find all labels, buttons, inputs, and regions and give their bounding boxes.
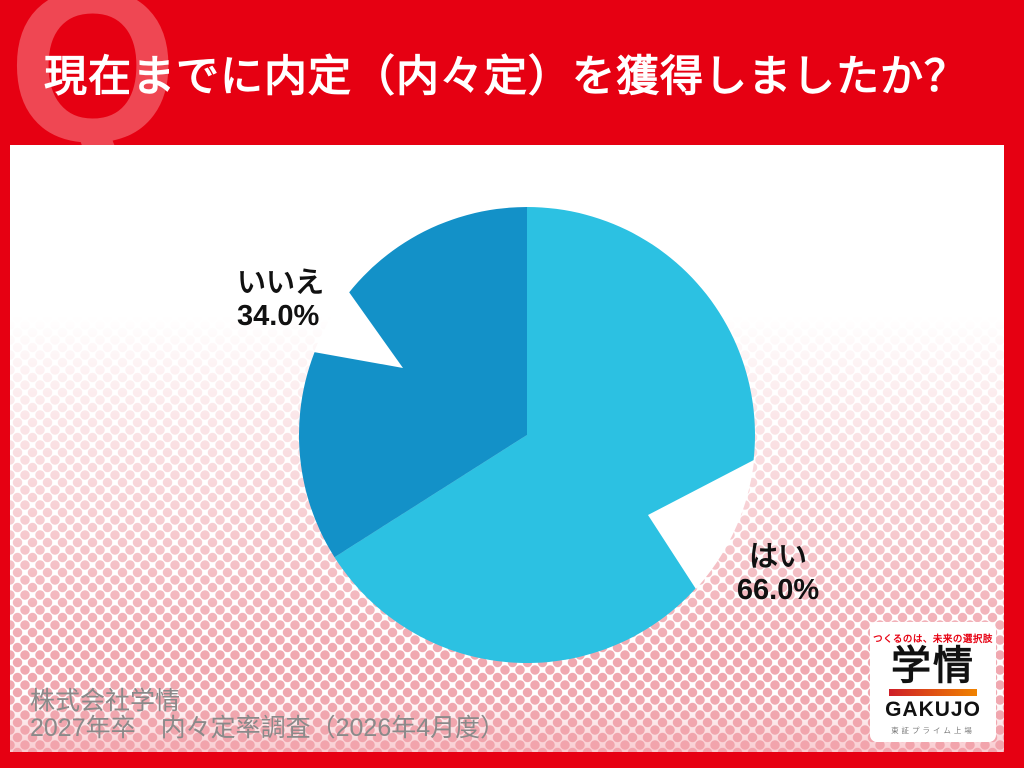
pie-label-yes-name: はい bbox=[748, 541, 807, 573]
pie-slice-no bbox=[298, 207, 527, 558]
q-watermark-letter: Q bbox=[8, 0, 178, 145]
pie-label-no: いいえ 34.0% bbox=[237, 267, 324, 333]
logo-listing-label: 東証プライム上場 bbox=[891, 726, 975, 736]
logo-kanji: 学情 bbox=[891, 644, 975, 688]
callout-notch-yes bbox=[648, 451, 756, 603]
content-panel: いいえ 34.0% はい 66.0% 株式会社学情 2027年卒 内々定率調査（… bbox=[10, 145, 1004, 752]
pie-label-yes-value: 66.0% bbox=[736, 574, 820, 606]
pie-chart bbox=[298, 207, 756, 663]
pie-label-yes: はい 66.0% bbox=[710, 541, 846, 607]
footer-survey: 2027年卒 内々定率調査（2026年4月度） bbox=[30, 714, 506, 742]
pie-label-no-value: 34.0% bbox=[237, 300, 320, 332]
gakujo-logo: つくるのは、未来の選択肢 学情 GAKUJO 東証プライム上場 bbox=[870, 622, 996, 742]
footer-company: 株式会社学情 bbox=[30, 687, 181, 715]
header: Q 現在までに内定（内々定）を獲得しましたか？ bbox=[0, 0, 1024, 145]
callout-notch-no bbox=[298, 278, 403, 368]
pie-slice-yes bbox=[334, 207, 755, 663]
logo-gradient-bar bbox=[889, 689, 977, 697]
page-title: 現在までに内定（内々定）を獲得しましたか？ bbox=[44, 53, 968, 101]
logo-wordmark: GAKUJO bbox=[885, 698, 981, 722]
logo-tagline: つくるのは、未来の選択肢 bbox=[873, 634, 993, 645]
footer-source-note: 株式会社学情 2027年卒 内々定率調査（2026年4月度） bbox=[30, 688, 505, 742]
pie-label-no-name: いいえ bbox=[237, 267, 325, 299]
